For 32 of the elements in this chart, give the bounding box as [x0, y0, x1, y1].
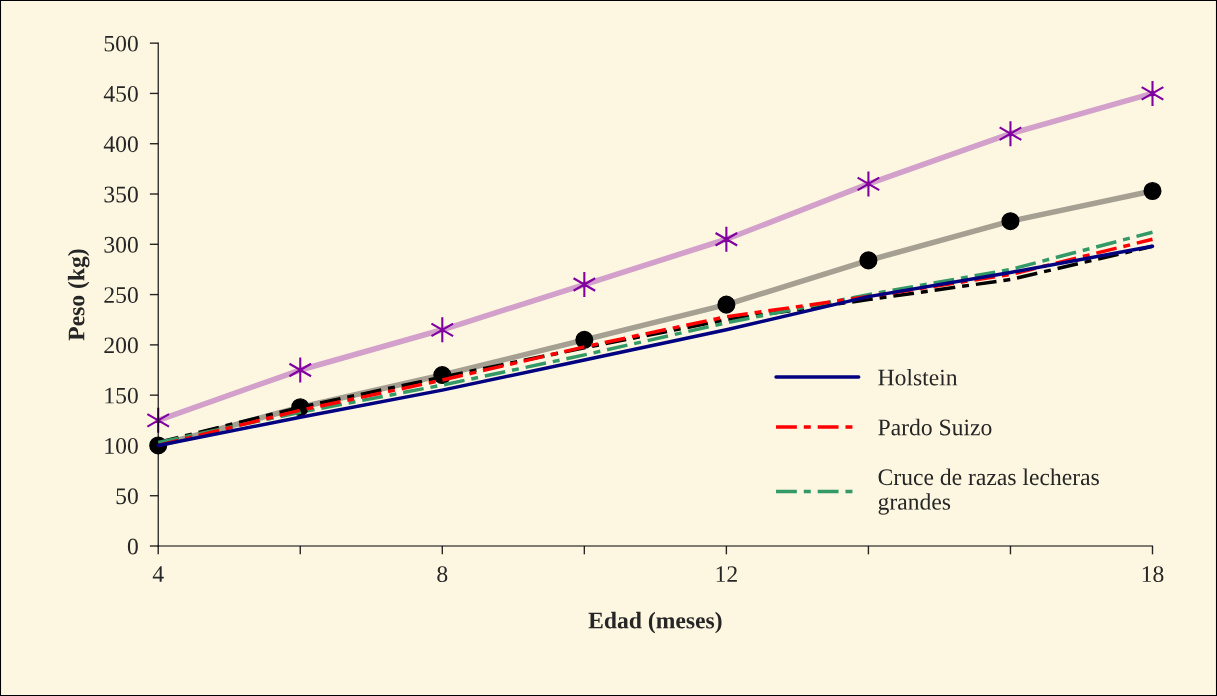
y-tick-label: 350: [104, 186, 138, 203]
y-tick-label: 0: [127, 538, 138, 555]
x-axis-title: Edad (meses): [588, 611, 722, 634]
x-tick-label: 12: [716, 566, 737, 582]
legend-label: Cruce de razas lecheras grandes: [878, 468, 1099, 515]
y-tick-label: 50: [116, 488, 138, 505]
x-tick-label: 4: [152, 566, 164, 582]
point: [1143, 181, 1162, 201]
point: [575, 330, 594, 349]
x-tick-label: 8: [437, 566, 448, 583]
legend-label: Pardo Suizo: [878, 418, 992, 436]
y-tick-label: 100: [105, 437, 138, 454]
point: [998, 120, 1023, 148]
point: [572, 270, 597, 299]
y-tick-label: 300: [104, 236, 138, 253]
point: [856, 170, 881, 198]
y-tick-label: 500: [104, 35, 138, 52]
point: [430, 316, 455, 344]
x-tick-label: 18: [1142, 566, 1164, 583]
point: [288, 356, 313, 384]
y-tick-label: 400: [103, 136, 138, 153]
legend-label: Holstein: [878, 368, 958, 386]
y-axis-title: Peso (kg): [67, 249, 90, 341]
point: [1001, 212, 1020, 231]
point: [714, 225, 739, 253]
point: [717, 295, 736, 314]
y-tick-label: 450: [103, 85, 138, 102]
point: [859, 251, 878, 270]
y-tick-label: 200: [104, 337, 138, 354]
point: [1140, 79, 1165, 107]
y-tick-label: 250: [104, 287, 138, 304]
y-tick-label: 150: [105, 387, 138, 404]
